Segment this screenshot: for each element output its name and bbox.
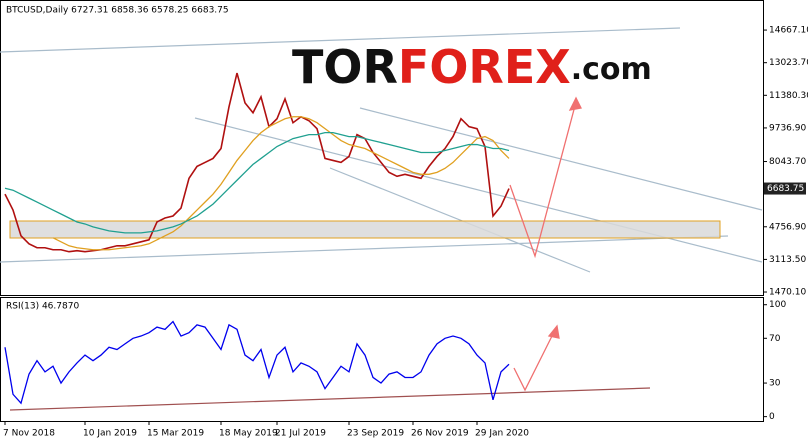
price-panel [0,0,764,296]
x-tick-label: 15 Mar 2019 [147,429,204,439]
y-tick-label: 14667.10 [769,26,808,36]
svg-text:TORFOREX.com: TORFOREX.com [292,40,652,94]
last-price-box [764,182,806,195]
series-line [4,320,510,405]
y-tick-label: 30 [769,379,781,389]
x-tick-label: 29 Jan 2020 [475,429,529,439]
support-zone [9,220,721,239]
series-line [4,131,510,234]
x-tick-label: 10 Jan 2019 [83,429,137,439]
y-tick-label: 100 [769,300,786,310]
watermark-part: FOREX [398,40,571,94]
rsi-header: RSI(13) 46.7870 [6,302,79,312]
x-tick-label: 21 Jul 2019 [275,429,326,439]
trendlines [0,27,763,273]
x-tick-label: 23 Sep 2019 [347,429,404,439]
y-tick-label: 13023.70 [769,58,808,68]
price-header: BTCUSD,Daily 6727.31 6858.36 6578.25 668… [6,6,229,16]
y-tick-label: 4756.90 [769,222,806,232]
y-tick-label: 11380.30 [769,91,808,101]
x-tick-label: 26 Nov 2019 [411,429,469,439]
forecast-arrows [509,96,582,392]
rsi-panel [0,297,764,422]
last-price-label: 6683.75 [767,184,804,194]
x-tick-label: 18 May 2019 [219,429,278,439]
y-tick-label: 70 [769,334,781,344]
watermark: TORFOREX.com [292,40,652,94]
y-tick-label: 8043.70 [769,157,806,167]
y-tick-label: 1470.10 [769,288,806,298]
x-tick-label: 7 Nov 2018 [3,429,55,439]
rsi-trendline [9,387,651,411]
series-line [4,72,510,253]
y-tick-label: 0 [769,412,775,422]
watermark-part: TOR [292,40,398,94]
series-line [52,116,510,251]
y-tick-label: 9736.90 [769,123,806,133]
y-tick-label: 3113.50 [769,255,806,265]
watermark-part: .com [571,52,652,87]
